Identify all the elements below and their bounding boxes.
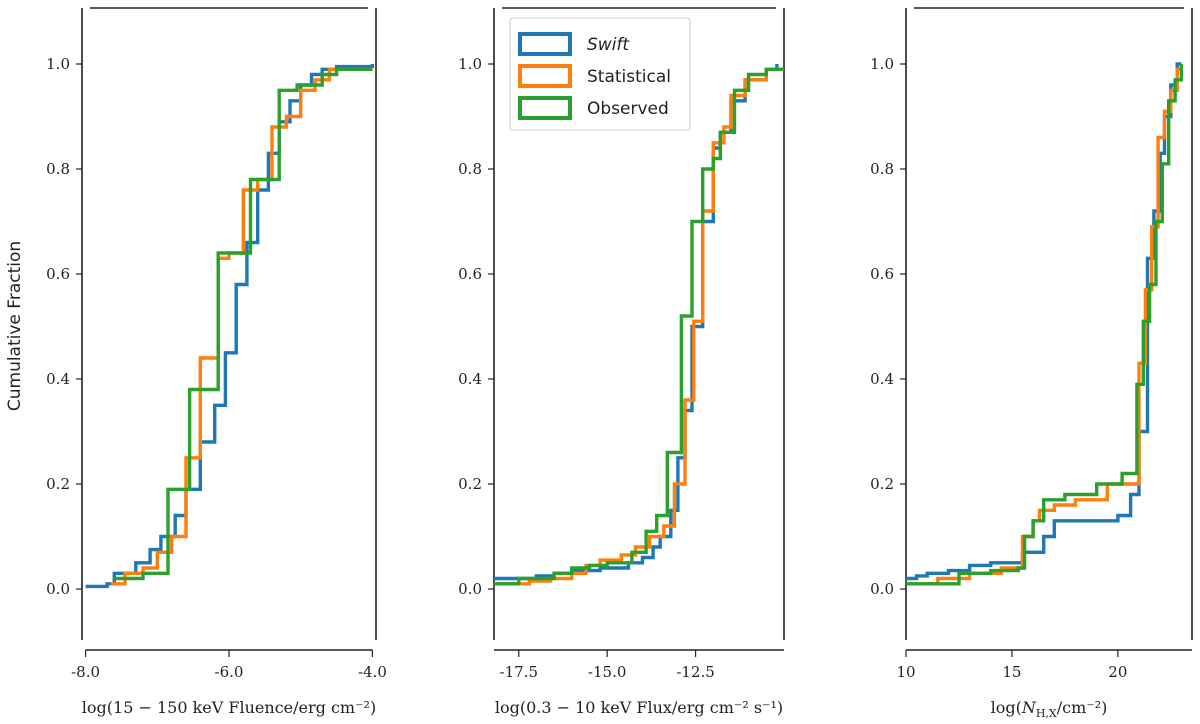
fluence-ytick-label: 0.0 — [46, 580, 70, 598]
nh-series-swift — [906, 62, 1182, 581]
nh-ytick-label: 0.2 — [870, 475, 894, 493]
nh-series-statistical — [906, 64, 1184, 586]
legend-frame — [509, 17, 691, 131]
flux-ytick-label: 0.2 — [458, 475, 482, 493]
legend-label-statistical: Statistical — [587, 67, 671, 87]
fluence-x-axis-label: log(15 − 150 keV Fluence/erg cm⁻²) — [82, 698, 376, 717]
flux-series-statistical — [494, 67, 784, 586]
fluence-xtick-label: -8.0 — [71, 663, 100, 681]
flux-ytick-label: 0.0 — [458, 580, 482, 598]
flux-series-swift — [494, 64, 779, 581]
nh-ytick-label: 1.0 — [870, 55, 894, 73]
legend: Swift Statistical Observed — [509, 17, 691, 131]
fluence-ytick-label: 0.2 — [46, 475, 70, 493]
flux-xtick-label: -12.5 — [676, 663, 714, 681]
fluence-xtick-label: -4.0 — [358, 663, 387, 681]
nh-ytick-label: 0.0 — [870, 580, 894, 598]
legend-swatch-swift — [518, 32, 572, 56]
nh-ytick-label: 0.8 — [870, 160, 894, 178]
y-axis-label: Cumulative Fraction — [5, 241, 25, 411]
nh-ytick-label: 0.6 — [870, 265, 894, 283]
fluence-series-observed — [114, 67, 373, 581]
nh-xtick-label: 10 — [896, 663, 915, 681]
fluence-ytick-label: 0.6 — [46, 265, 70, 283]
flux-ytick-label: 0.6 — [458, 265, 482, 283]
fluence-ytick-label: 1.0 — [46, 55, 70, 73]
flux-x-axis-label: log(0.3 − 10 keV Flux/erg cm⁻² s⁻¹) — [495, 698, 783, 717]
flux-ytick-label: 0.8 — [458, 160, 482, 178]
nh-xtick-label: 20 — [1108, 663, 1127, 681]
nh-ytick-label: 0.4 — [870, 370, 894, 388]
nh-series-observed — [906, 64, 1184, 586]
fluence-ytick-label: 0.4 — [46, 370, 70, 388]
panel-flux: 0.0 0.2 0.4 0.6 0.8 1.0 -17.5 -15.0 -12.5 log(0.3… — [458, 7, 785, 717]
flux-xtick-label: -15.0 — [588, 663, 626, 681]
flux-ytick-label: 0.4 — [458, 370, 482, 388]
nh-xtick-label: 15 — [1002, 663, 1021, 681]
flux-ytick-label: 1.0 — [458, 55, 482, 73]
legend-swatch-statistical — [518, 64, 572, 88]
legend-label-swift: Swift — [587, 35, 630, 55]
flux-series-observed — [494, 67, 784, 586]
fluence-xtick-label: -6.0 — [215, 663, 244, 681]
fluence-ytick-label: 0.8 — [46, 160, 70, 178]
panel-fluence: 0.0 0.2 0.4 0.6 0.8 1.0 -8.0 -6.0 -4.0 log(15 − 1… — [46, 7, 387, 717]
fluence-series-swift — [85, 64, 375, 589]
fluence-series-statistical — [110, 67, 373, 586]
flux-xtick-label: -17.5 — [500, 663, 538, 681]
legend-label-observed: Observed — [587, 99, 669, 119]
legend-swatch-observed — [518, 96, 572, 120]
nh-x-axis-label: log(NH,X/cm⁻²) — [991, 698, 1108, 720]
